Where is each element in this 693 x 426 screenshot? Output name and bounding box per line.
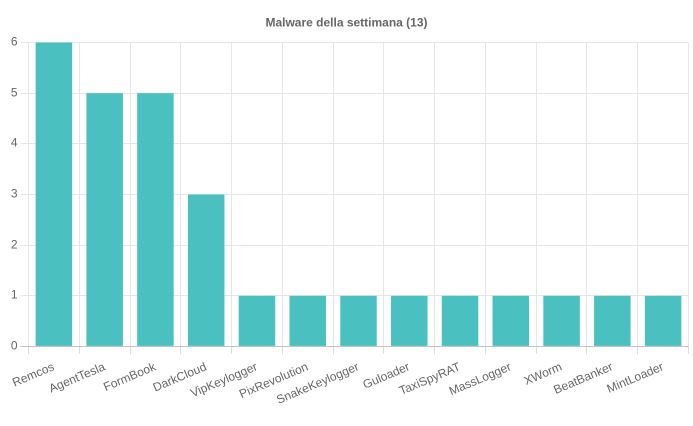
svg-text:Malware della settimana (13): Malware della settimana (13)	[265, 15, 427, 29]
svg-text:0: 0	[11, 339, 18, 353]
svg-text:4: 4	[11, 136, 18, 150]
svg-text:6: 6	[11, 35, 18, 49]
svg-text:2: 2	[11, 238, 18, 252]
svg-text:5: 5	[11, 86, 18, 100]
svg-text:1: 1	[11, 288, 18, 302]
svg-text:3: 3	[11, 187, 18, 201]
